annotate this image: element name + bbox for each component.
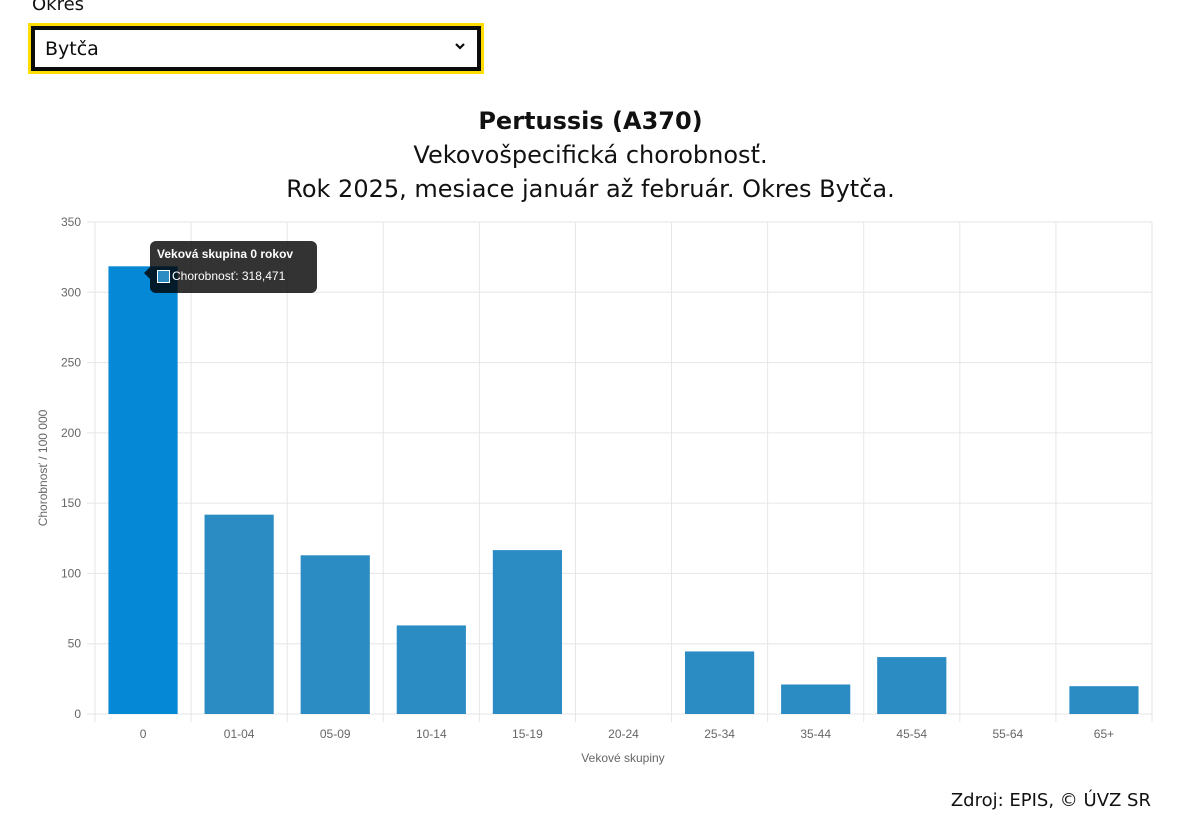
tooltip-value: Chorobnosť: 318,471 (172, 269, 286, 283)
bar-35-44[interactable] (781, 684, 851, 714)
x-axis-label: Vekové skupiny (581, 751, 664, 765)
chart-period: Rok 2025, mesiace január až február. Okr… (286, 175, 895, 203)
x-tick-label: 55-64 (993, 727, 1024, 741)
district-select-value: Bytča (45, 38, 99, 60)
chart-bars (108, 266, 1139, 714)
x-tick-label: 65+ (1094, 727, 1114, 741)
y-axis-label: Chorobnosť / 100 000 (36, 409, 50, 526)
x-tick-label: 10-14 (416, 727, 447, 741)
x-axis-ticks: 0 01-04 05-09 10-14 15-19 20-24 25-34 35-44 45-5… (140, 727, 1114, 741)
y-tick-label: 100 (61, 566, 81, 580)
tooltip-title: Veková skupina 0 rokov (157, 247, 294, 261)
bar-45-54[interactable] (877, 657, 947, 714)
x-tick-label: 01-04 (224, 727, 255, 741)
bar-01-04[interactable] (204, 514, 274, 714)
chart-subtitle: Vekovošpecifická chorobnosť. (413, 141, 768, 169)
bar-15-19[interactable] (492, 550, 563, 714)
bar-25-34[interactable] (684, 651, 755, 714)
chevron-down-icon (455, 43, 465, 50)
x-tick-label: 15-19 (512, 727, 543, 741)
x-tick-label: 35-44 (800, 727, 831, 741)
bar-65+[interactable] (1069, 686, 1139, 714)
bar-05-09[interactable] (300, 555, 370, 714)
x-tick-label: 45-54 (896, 727, 927, 741)
y-axis-ticks: 0 50 100 150 200 250 300 350 (61, 215, 81, 721)
x-tick-label: 25-34 (704, 727, 735, 741)
y-tick-label: 350 (61, 215, 81, 229)
district-label: Okres (32, 0, 85, 15)
bar-0[interactable] (108, 266, 178, 714)
y-tick-label: 150 (61, 496, 81, 510)
x-tick-label: 05-09 (320, 727, 351, 741)
x-tick-label: 20-24 (608, 727, 639, 741)
chart-grid (87, 221, 1153, 722)
y-tick-label: 300 (61, 285, 81, 299)
chart-title: Pertussis (A370) (478, 107, 703, 135)
district-select[interactable]: Bytča (28, 23, 484, 74)
y-tick-label: 0 (74, 707, 81, 721)
x-tick-label: 0 (140, 727, 147, 741)
chart-titles: Pertussis (A370) Vekovošpecifická chorob… (0, 104, 1181, 206)
bar-10-14[interactable] (396, 625, 466, 714)
y-tick-label: 200 (61, 426, 81, 440)
tooltip-color-swatch (157, 270, 170, 283)
district-select-box[interactable]: Bytča (31, 26, 481, 71)
y-tick-label: 50 (68, 637, 82, 651)
chart-tooltip: Veková skupina 0 rokov Chorobnosť: 318,4… (144, 241, 317, 293)
data-source: Zdroj: EPIS, © ÚVZ SR (950, 790, 1151, 811)
y-tick-label: 250 (61, 356, 81, 370)
